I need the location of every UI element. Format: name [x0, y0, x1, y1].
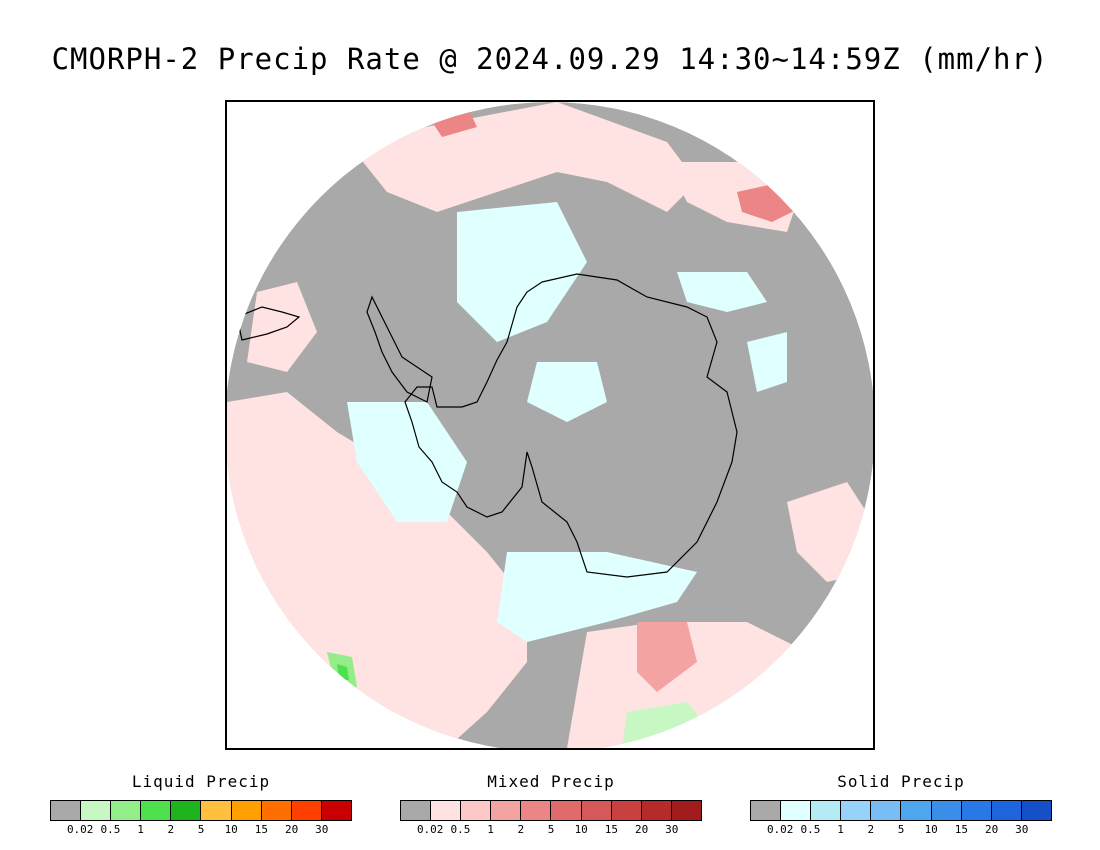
legend-tick-label: 20: [634, 823, 649, 836]
legend-tick-label: 2: [167, 823, 175, 836]
mixed-precip-region: [347, 102, 697, 212]
legend-solid-precip: Solid Precip 0.02 0.5 1 2 5 10 15 20 30: [750, 772, 1052, 837]
polar-map: [225, 100, 875, 750]
legend-swatch: [671, 801, 701, 820]
solid-precip-region: [677, 272, 767, 312]
legend-swatch: [81, 801, 112, 820]
legend-title: Mixed Precip: [487, 772, 615, 791]
legend-tick-label: 15: [604, 823, 619, 836]
legend-swatch: [141, 801, 172, 820]
map-title: CMORPH-2 Precip Rate @ 2024.09.29 14:30~…: [51, 42, 1049, 76]
legend-swatch: [641, 801, 672, 820]
legend-tick-label: 0.02: [66, 823, 94, 836]
solid-precip-region: [747, 332, 787, 392]
solid-precip-region: [347, 402, 467, 522]
legend-swatch: [611, 801, 642, 820]
legend-swatch: [111, 801, 142, 820]
antarctica-coastline: [404, 273, 738, 578]
legend-swatch: [491, 801, 522, 820]
legend-tick-labels: 0.02 0.5 1 2 5 10 15 20 30: [400, 823, 702, 837]
legend-swatch: [231, 801, 262, 820]
legend-tick-label: 30: [315, 823, 329, 836]
legend-swatch: [841, 801, 872, 820]
legend-swatch: [51, 801, 82, 820]
legend-swatch: [461, 801, 492, 820]
legend-tick-label: 0.02: [766, 823, 794, 836]
legend-swatch: [261, 801, 292, 820]
polar-map-canvas: [227, 102, 873, 748]
legend-swatch: [751, 801, 782, 820]
solid-precip-region: [457, 202, 587, 342]
legend-color-bar: [50, 800, 352, 821]
legend-tick-label: 10: [924, 823, 938, 836]
legend-swatch: [901, 801, 932, 820]
legend-swatch: [551, 801, 582, 820]
legend-tick-label: 2: [517, 823, 525, 836]
legend-swatch: [991, 801, 1022, 820]
legend-tick-label: 15: [254, 823, 269, 836]
solid-precip-region: [527, 362, 607, 422]
legend-swatch: [811, 801, 842, 820]
legend-tick-label: 0.5: [450, 823, 471, 836]
legend-tick-labels: 0.02 0.5 1 2 5 10 15 20 30: [750, 823, 1052, 837]
legend-tick-label: 1: [837, 823, 844, 836]
legend-swatch: [291, 801, 322, 820]
legend-swatch: [1021, 801, 1051, 820]
mixed-precip-region: [247, 282, 317, 372]
legend-tick-label: 0.02: [416, 823, 444, 836]
legend-tick-label: 2: [867, 823, 875, 836]
legend-swatch: [521, 801, 552, 820]
legend-swatch: [171, 801, 202, 820]
legend-tick-labels: 0.02 0.5 1 2 5 10 15 20 30: [50, 823, 352, 837]
legend-tick-label: 15: [954, 823, 969, 836]
legend-swatch: [401, 801, 432, 820]
legend-title: Solid Precip: [837, 772, 965, 791]
legend-swatch: [931, 801, 962, 820]
south-america-coastline: [236, 306, 301, 341]
legend-swatch: [431, 801, 462, 820]
legend-tick-label: 5: [897, 823, 905, 836]
legend-liquid-precip: Liquid Precip 0.02 0.5 1 2 5 10 15 20 30: [50, 772, 352, 837]
legend-tick-label: 1: [487, 823, 494, 836]
legend-color-bar: [750, 800, 1052, 821]
legend-tick-label: 1: [137, 823, 144, 836]
legend-tick-label: 10: [224, 823, 238, 836]
legend-tick-label: 20: [984, 823, 999, 836]
antarctic-peninsula-coastline: [366, 295, 433, 403]
legend-swatch: [321, 801, 351, 820]
legend-title: Liquid Precip: [131, 772, 271, 791]
legend-tick-label: 30: [1015, 823, 1029, 836]
legend-swatch: [961, 801, 992, 820]
legend-tick-label: 10: [574, 823, 588, 836]
legend-tick-label: 30: [665, 823, 679, 836]
legend-color-bar: [400, 800, 702, 821]
legend-tick-label: 0.5: [100, 823, 121, 836]
mixed-precip-moderate: [637, 622, 697, 692]
legend-tick-label: 5: [547, 823, 555, 836]
legend-tick-label: 5: [197, 823, 205, 836]
legend-swatch: [201, 801, 232, 820]
legend-swatch: [581, 801, 612, 820]
legend-tick-label: 20: [284, 823, 299, 836]
legend-swatch: [871, 801, 902, 820]
legend-tick-label: 0.5: [800, 823, 821, 836]
legend-mixed-precip: Mixed Precip 0.02 0.5 1 2 5 10 15 20 30: [400, 772, 702, 837]
legend-swatch: [781, 801, 812, 820]
